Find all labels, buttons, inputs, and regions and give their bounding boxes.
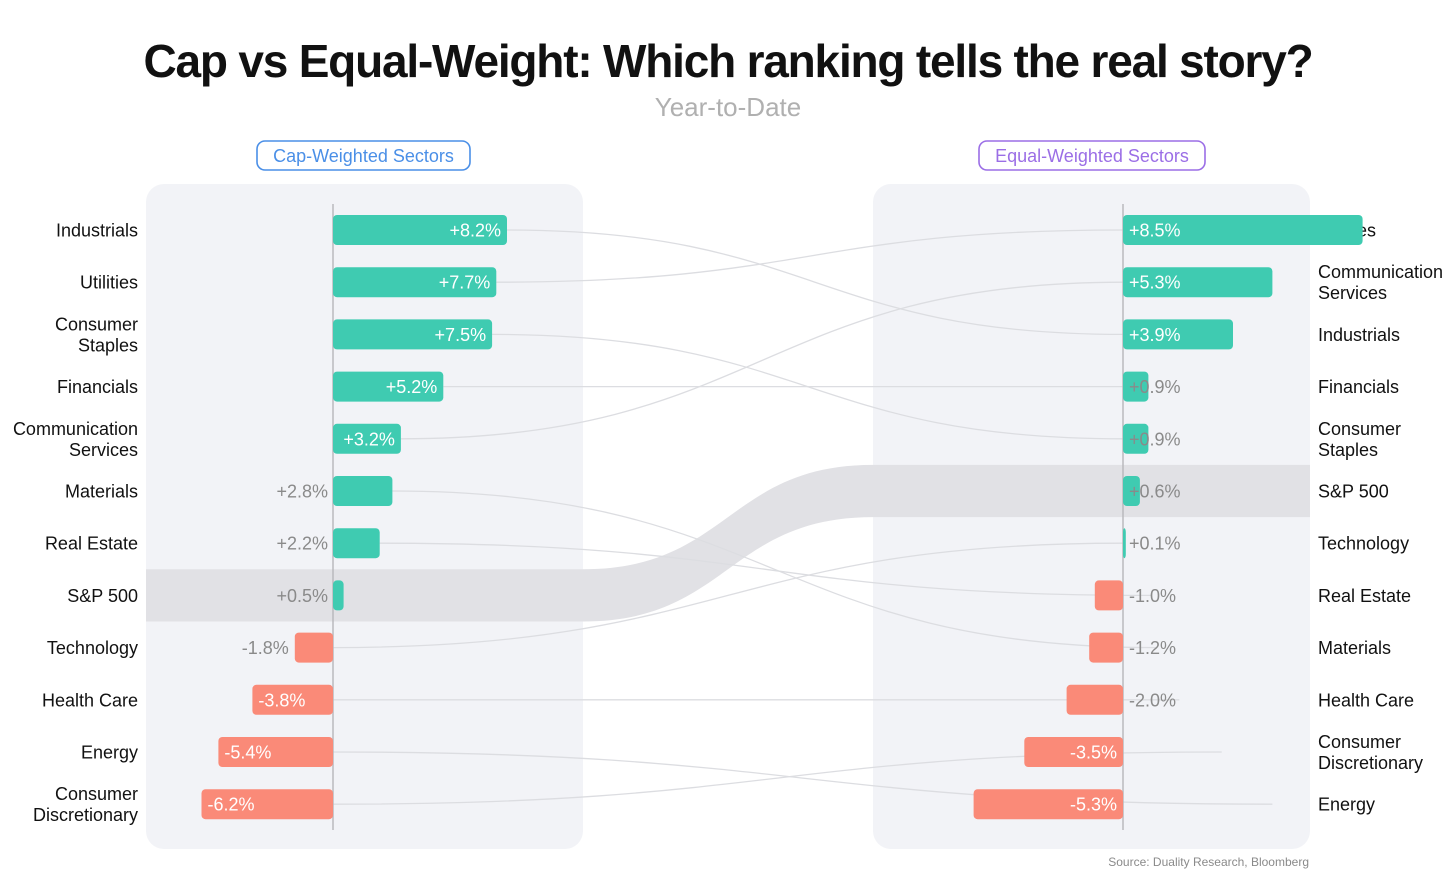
equal-bar-sp-500 [1123, 476, 1140, 506]
equal-bar-real-estate [1094, 580, 1123, 611]
cap-value-label-communication-services: +3.2% [343, 429, 395, 449]
equal-category-label-industrials: Industrials [1318, 325, 1400, 345]
cap-pill-label: Cap-Weighted Sectors [273, 146, 454, 166]
connector-industrials [506, 229, 1124, 336]
cap-bar-materials [333, 476, 393, 506]
cap-category-label-consumer-discretionary: Consumer Discretionary [33, 784, 138, 825]
cap-value-label-sp-500: +0.5% [276, 586, 328, 606]
equal-bar-financials [1123, 371, 1149, 402]
cap-value-label-consumer-staples: +7.5% [435, 325, 487, 345]
equal-pill-label: Equal-Weighted Sectors [995, 146, 1189, 166]
equal-category-label-real-estate: Real Estate [1318, 586, 1411, 606]
cap-category-label-sp-500: S&P 500 [67, 586, 138, 606]
cap-bar-energy [218, 737, 333, 767]
chart-title: Cap vs Equal-Weight: Which ranking tells… [143, 35, 1312, 87]
cap-bar-consumer-staples [333, 319, 493, 350]
equal-value-label-sp-500: +0.6% [1129, 482, 1181, 502]
equal-value-label-consumer-staples: +0.9% [1129, 429, 1181, 449]
highlight-left-band [146, 569, 583, 622]
cap-bar-consumer-discretionary [201, 789, 333, 820]
cap-value-label-health-care: -3.8% [258, 690, 305, 710]
equal-value-label-consumer-discretionary: -3.5% [1070, 743, 1117, 763]
cap-category-label-materials: Materials [65, 482, 138, 502]
cap-bar-utilities [333, 267, 497, 298]
equal-category-label-health-care: Health Care [1318, 690, 1414, 710]
cap-bar-sp-500 [333, 580, 344, 611]
connector-materials [392, 490, 1157, 649]
equal-bar-communication-services [1123, 267, 1273, 298]
equal-category-label-consumer-staples: Consumer Staples [1318, 419, 1401, 460]
cap-panel-background [146, 184, 583, 849]
cap-value-label-materials: +2.8% [276, 482, 328, 502]
equal-value-label-communication-services: +5.3% [1129, 273, 1181, 293]
cap-category-label-consumer-staples: Consumer Staples [55, 314, 138, 355]
cap-value-label-consumer-discretionary: -6.2% [208, 795, 255, 815]
cap-category-label-communication-services: Communication Services [13, 419, 138, 460]
connector-utilities [496, 229, 1124, 283]
cap-bar-real-estate [333, 528, 380, 559]
connector-technology [332, 542, 1124, 649]
equal-value-label-technology: +0.1% [1129, 534, 1181, 554]
cap-bar-communication-services [333, 423, 401, 454]
cap-weighted-bars: Industrials +8.2% Utilities +7.7% Consumer St… [13, 215, 507, 825]
equal-category-label-energy: Energy [1318, 795, 1375, 815]
cap-pill-box [256, 140, 471, 171]
cap-bar-health-care [252, 684, 333, 715]
cap-category-label-utilities: Utilities [80, 273, 138, 293]
cap-value-label-industrials: +8.2% [449, 221, 501, 241]
equal-category-label-materials: Materials [1318, 638, 1391, 658]
cap-category-label-real-estate: Real Estate [45, 534, 138, 554]
cap-bar-technology [294, 632, 333, 663]
cap-category-label-energy: Energy [81, 743, 138, 763]
equal-bar-consumer-staples [1123, 423, 1149, 454]
cap-value-label-real-estate: +2.2% [276, 534, 328, 554]
equal-category-label-communication-services: Communication Services [1318, 262, 1443, 303]
highlight-band [146, 464, 1310, 622]
equal-value-label-health-care: -2.0% [1129, 690, 1176, 710]
equal-pill-box [978, 140, 1206, 171]
equal-bar-energy [973, 789, 1123, 820]
equal-category-label-consumer-discretionary: Consumer Discretionary [1318, 732, 1423, 773]
equal-weighted-bars: Utilities+8.5%CommunicationServices+5.3%… [973, 215, 1443, 820]
cap-value-label-financials: +5.2% [386, 377, 438, 397]
cap-bar-industrials [333, 215, 507, 245]
highlight-connector-band [583, 464, 873, 622]
cap-category-label-financials: Financials [57, 377, 138, 397]
cap-category-label-technology: Technology [47, 638, 138, 658]
equal-weighted-pill: Equal-Weighted Sectors [978, 140, 1206, 171]
equal-value-label-utilities: +8.5% [1129, 221, 1181, 241]
equal-value-label-materials: -1.2% [1129, 638, 1176, 658]
equal-value-label-real-estate: -1.0% [1129, 586, 1176, 606]
source-note: Source: Duality Research, Bloomberg [1108, 855, 1309, 869]
connector-real-estate [379, 542, 1152, 597]
equal-value-label-industrials: +3.9% [1129, 325, 1181, 345]
connector-communication-services [400, 281, 1124, 440]
cap-weighted-pill: Cap-Weighted Sectors [256, 140, 471, 171]
equal-bar-health-care [1066, 684, 1123, 715]
equal-bar-materials [1089, 632, 1123, 663]
cap-value-label-technology: -1.8% [242, 638, 289, 658]
cap-value-label-utilities: +7.7% [439, 273, 491, 293]
equal-bar-consumer-discretionary [1024, 737, 1123, 767]
cap-category-label-health-care: Health Care [42, 690, 138, 710]
equal-bar-technology [1123, 528, 1126, 559]
equal-category-label-sp-500: S&P 500 [1318, 482, 1389, 502]
cap-bar-financials [333, 371, 444, 402]
equal-category-label-technology: Technology [1318, 534, 1409, 554]
equal-value-label-financials: +0.9% [1129, 377, 1181, 397]
chart-subtitle: Year-to-Date [655, 92, 801, 122]
cap-category-label-industrials: Industrials [56, 221, 138, 241]
equal-bar-industrials [1123, 319, 1233, 350]
equal-category-label-financials: Financials [1318, 377, 1399, 397]
equal-bar-utilities [1123, 215, 1363, 245]
highlight-right-band [873, 464, 1310, 518]
equal-value-label-energy: -5.3% [1070, 795, 1117, 815]
cap-value-label-energy: -5.4% [224, 743, 271, 763]
